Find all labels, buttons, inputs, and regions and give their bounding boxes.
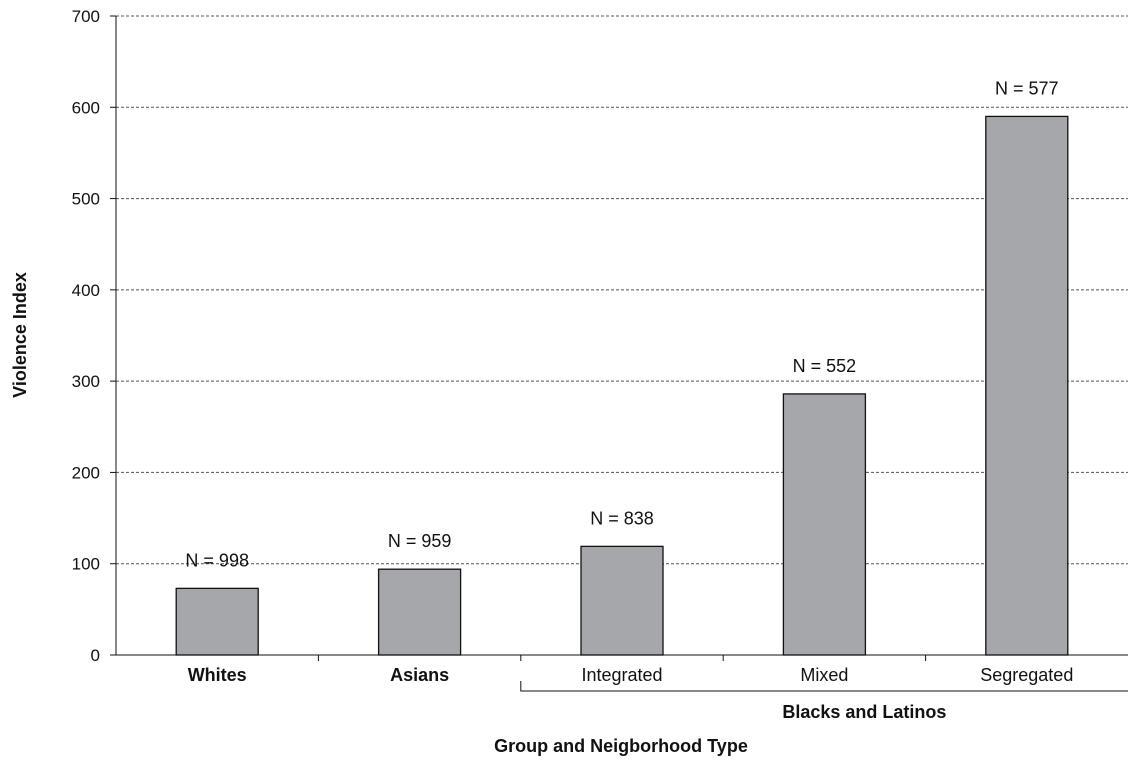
n-label: N = 838 <box>590 508 654 528</box>
gridlines <box>116 15 1128 565</box>
category-label: Whites <box>188 665 247 685</box>
bar <box>377 568 462 656</box>
bar <box>782 393 867 656</box>
y-tick-label: 200 <box>72 463 100 482</box>
y-tick-label: 300 <box>72 372 100 391</box>
bars <box>175 115 1069 656</box>
bar <box>985 115 1069 656</box>
n-label: N = 998 <box>185 550 249 570</box>
category-label: Mixed <box>800 665 848 685</box>
y-tick-label: 500 <box>72 190 100 209</box>
x-axis <box>116 654 1128 661</box>
n-label: N = 959 <box>388 531 452 551</box>
y-tick-label: 100 <box>72 555 100 574</box>
n-label: N = 552 <box>793 356 857 376</box>
y-tick-label: 400 <box>72 281 100 300</box>
group-bracket: Blacks and Latinos <box>520 681 1128 722</box>
group-label: Blacks and Latinos <box>782 702 946 722</box>
category-label: Asians <box>390 665 449 685</box>
y-axis-title: Violence Index <box>10 272 30 398</box>
x-axis-title: Group and Neigborhood Type <box>494 736 748 756</box>
y-tick-label: 0 <box>91 646 100 665</box>
category-label: Segregated <box>980 665 1073 685</box>
n-label: N = 577 <box>995 78 1059 98</box>
bar <box>175 587 259 656</box>
y-axis: 0 100 200 300 400 500 600 700 <box>72 7 117 665</box>
y-tick-label: 700 <box>72 7 100 26</box>
group-bracket-line <box>520 681 1128 692</box>
n-labels: N = 998 N = 959 N = 838 N = 552 N = 577 <box>185 78 1058 570</box>
bar <box>580 545 664 656</box>
category-labels: Whites Asians Integrated Mixed Segregated <box>188 665 1074 685</box>
y-tick-label: 600 <box>72 98 100 117</box>
category-label: Integrated <box>581 665 662 685</box>
